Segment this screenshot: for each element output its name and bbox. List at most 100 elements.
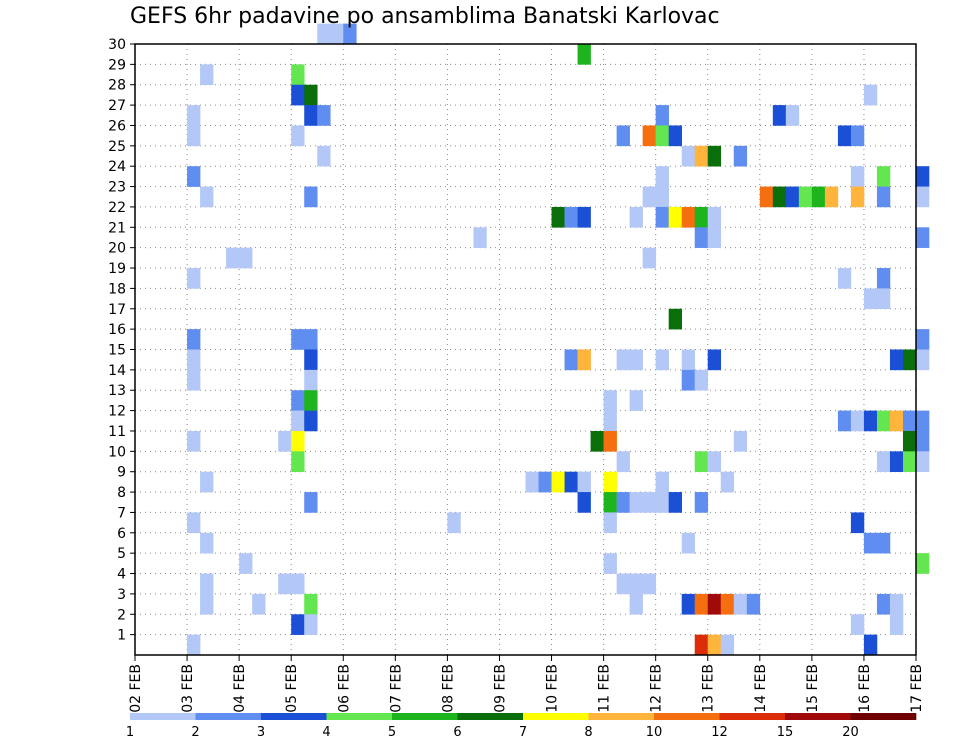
y-tick-label: 8 xyxy=(117,485,126,501)
heatmap-cell xyxy=(876,532,891,554)
heatmap-cell xyxy=(564,349,578,371)
heatmap-cell xyxy=(642,125,656,147)
colorbar-swatch xyxy=(719,713,786,720)
y-tick-label: 21 xyxy=(108,220,126,236)
heatmap-cell xyxy=(551,471,565,493)
colorbar-label: 20 xyxy=(842,725,859,740)
heatmap-cell xyxy=(707,227,722,248)
y-tick-label: 30 xyxy=(108,37,126,53)
heatmap-cell xyxy=(681,206,696,228)
heatmap-cell xyxy=(681,532,696,554)
heatmap-cell xyxy=(187,166,201,187)
heatmap-cell xyxy=(187,512,201,534)
heatmap-cell xyxy=(902,451,917,472)
heatmap-cell xyxy=(603,512,617,534)
y-tick-label: 5 xyxy=(117,546,126,562)
heatmap-cell xyxy=(916,166,930,187)
heatmap-cell xyxy=(889,614,904,635)
heatmap-cell xyxy=(694,206,709,228)
heatmap-cell xyxy=(278,430,292,452)
heatmap-cell xyxy=(694,634,709,656)
heatmap-cell xyxy=(200,471,214,493)
heatmap-cell xyxy=(629,349,643,371)
y-tick-label: 28 xyxy=(108,78,126,94)
heatmap-cell xyxy=(330,23,344,45)
heatmap-cell xyxy=(876,410,891,432)
y-tick-label: 1 xyxy=(117,628,126,644)
heatmap-cell xyxy=(850,614,865,635)
heatmap-cell xyxy=(916,349,930,371)
heatmap-cell xyxy=(707,634,722,656)
y-tick-label: 6 xyxy=(117,526,126,542)
heatmap-cell xyxy=(317,23,331,45)
heatmap-cell xyxy=(655,186,669,208)
heatmap-cell xyxy=(850,125,865,147)
heatmap-cell xyxy=(291,430,305,452)
heatmap-cell xyxy=(291,84,305,106)
x-tick-label: 12 FEB xyxy=(649,664,665,713)
heatmap-cell xyxy=(916,227,930,248)
heatmap-cell xyxy=(837,410,852,432)
chart-title: GEFS 6hr padavine po ansamblima Banatski… xyxy=(130,4,720,29)
x-tick-label: 15 FEB xyxy=(805,664,821,713)
heatmap-cell xyxy=(473,227,487,248)
x-tick-label: 14 FEB xyxy=(753,664,769,713)
gridlines xyxy=(135,44,916,655)
heatmap-cell xyxy=(317,145,331,167)
heatmap-cell xyxy=(291,64,305,86)
heatmap-cell xyxy=(798,186,813,208)
colorbar-swatch xyxy=(457,713,524,720)
heatmap-cell xyxy=(889,451,904,472)
y-axis: 1234567891011121314151617181920212223242… xyxy=(108,37,135,644)
heatmap-cell xyxy=(863,634,878,656)
heatmap-cell xyxy=(629,593,643,615)
heatmap-cell xyxy=(291,573,305,595)
x-tick-label: 17 FEB xyxy=(909,664,925,713)
heatmap-cell xyxy=(655,125,669,147)
heatmap-cell xyxy=(720,634,735,656)
x-tick-label: 11 FEB xyxy=(597,664,613,713)
y-tick-label: 14 xyxy=(108,363,126,379)
y-tick-label: 16 xyxy=(108,322,126,338)
heatmap-cell xyxy=(889,410,904,432)
heatmap-cell xyxy=(707,593,722,615)
colorbar-swatch xyxy=(392,713,458,720)
heatmap-cell xyxy=(916,186,930,208)
heatmap-cell xyxy=(850,186,865,208)
heatmap-cell xyxy=(876,451,891,472)
heatmap-cell xyxy=(616,492,630,513)
heatmap-cell xyxy=(187,125,201,147)
heatmap-cell xyxy=(291,451,305,472)
heatmap-cell xyxy=(837,125,852,147)
y-tick-label: 17 xyxy=(108,302,126,318)
heatmap-cell xyxy=(759,186,774,208)
heatmap-cell xyxy=(304,329,318,350)
heatmap-cell xyxy=(694,593,709,615)
y-tick-label: 23 xyxy=(108,180,126,196)
x-axis: 02 FEB 03 FEB 04 FEB 05 FEB 06 FEB 07 FEB 08 F… xyxy=(128,655,925,713)
heatmap-cell xyxy=(733,430,748,452)
heatmap-cell xyxy=(317,105,331,126)
heatmap-cell xyxy=(603,410,617,432)
heatmap-cell xyxy=(694,369,709,391)
heatmap-cell xyxy=(187,634,201,656)
heatmap-cell xyxy=(291,125,305,147)
heatmap-cell xyxy=(304,186,318,208)
x-tick-label: 10 FEB xyxy=(545,664,561,713)
colorbar-swatch xyxy=(130,713,196,720)
heatmap-cell xyxy=(590,430,604,452)
heatmap-cell xyxy=(603,430,617,452)
y-tick-label: 9 xyxy=(117,465,126,481)
heatmap-cell xyxy=(863,532,878,554)
x-tick-label: 07 FEB xyxy=(388,664,404,713)
heatmap-cell xyxy=(577,471,591,493)
colorbar-label: 10 xyxy=(646,725,663,740)
colorbar: 1 2 3 4 5 6 7 8 10 12 15 20 xyxy=(126,713,917,740)
heatmap-cell xyxy=(876,593,891,615)
heatmap-cell xyxy=(850,166,865,187)
x-tick-label: 05 FEB xyxy=(284,664,300,713)
heatmap-cell xyxy=(200,532,214,554)
heatmap-cell xyxy=(564,471,578,493)
colorbar-label: 15 xyxy=(777,725,794,740)
colorbar-swatch xyxy=(195,713,262,720)
